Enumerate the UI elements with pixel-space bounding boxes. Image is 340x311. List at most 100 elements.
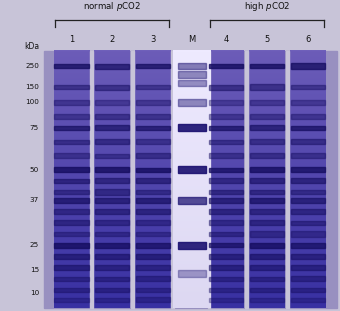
Bar xyxy=(95,114,129,119)
Bar xyxy=(54,220,88,225)
Bar xyxy=(136,190,170,194)
Bar xyxy=(136,179,170,183)
Bar xyxy=(54,288,88,292)
Bar xyxy=(209,140,243,144)
Bar xyxy=(95,178,129,183)
Bar xyxy=(54,153,88,158)
Bar xyxy=(291,114,325,118)
Bar xyxy=(54,140,88,144)
Bar xyxy=(250,153,284,158)
Bar xyxy=(54,243,88,248)
Bar xyxy=(250,139,284,144)
Bar xyxy=(136,198,170,203)
Bar xyxy=(136,288,170,292)
Bar xyxy=(291,288,325,292)
Bar xyxy=(136,243,170,248)
Bar xyxy=(250,64,284,68)
Bar xyxy=(209,153,243,158)
Bar xyxy=(209,243,243,248)
Bar xyxy=(250,254,284,258)
Bar xyxy=(178,242,206,248)
Bar xyxy=(136,139,170,144)
Bar xyxy=(291,85,325,89)
Bar xyxy=(95,154,129,158)
Bar xyxy=(136,114,170,119)
Bar xyxy=(250,276,284,281)
Bar xyxy=(95,243,129,248)
Bar xyxy=(209,209,243,214)
Bar xyxy=(136,276,170,281)
Bar xyxy=(291,209,325,214)
Bar xyxy=(291,198,325,203)
Bar xyxy=(291,220,325,225)
Bar xyxy=(95,167,129,172)
Bar xyxy=(95,189,129,195)
Bar xyxy=(131,51,134,308)
Text: 100: 100 xyxy=(25,100,39,105)
Bar xyxy=(136,232,170,236)
Bar xyxy=(291,126,325,130)
Bar xyxy=(209,298,243,302)
Bar xyxy=(95,85,129,90)
Bar xyxy=(136,209,170,214)
Bar xyxy=(209,85,243,90)
Text: kDa: kDa xyxy=(24,42,39,51)
Bar xyxy=(95,277,129,281)
Bar xyxy=(291,265,325,270)
Bar xyxy=(250,209,284,214)
Bar xyxy=(209,179,243,183)
Bar xyxy=(291,190,325,194)
Bar xyxy=(136,297,170,302)
Text: 250: 250 xyxy=(25,63,39,69)
Bar xyxy=(54,85,88,89)
Bar xyxy=(209,288,243,292)
Bar xyxy=(209,232,243,236)
Bar xyxy=(136,220,170,225)
Text: 1: 1 xyxy=(69,35,74,44)
Text: 3: 3 xyxy=(150,35,156,44)
Bar xyxy=(250,243,284,248)
Bar xyxy=(291,178,325,183)
Bar xyxy=(245,51,248,308)
Bar xyxy=(95,288,129,292)
Bar xyxy=(54,254,88,259)
Bar xyxy=(95,198,129,203)
Bar xyxy=(291,167,325,172)
Bar xyxy=(54,114,88,118)
Bar xyxy=(136,85,170,89)
Bar xyxy=(209,114,243,119)
Text: 6: 6 xyxy=(305,35,310,44)
Bar xyxy=(95,254,129,259)
Bar xyxy=(291,276,325,281)
Bar xyxy=(95,298,129,302)
Bar xyxy=(54,179,88,183)
Bar xyxy=(291,100,325,105)
Text: 150: 150 xyxy=(25,84,39,90)
Text: 50: 50 xyxy=(30,167,39,173)
Bar xyxy=(209,64,243,68)
Bar xyxy=(171,51,174,308)
Bar xyxy=(208,51,210,308)
Bar xyxy=(95,139,129,144)
Bar xyxy=(291,298,325,302)
Bar xyxy=(209,126,243,130)
Bar xyxy=(250,198,284,203)
Bar xyxy=(250,114,284,119)
Bar xyxy=(95,209,129,214)
Text: 10: 10 xyxy=(30,290,39,296)
Bar xyxy=(250,298,284,302)
Bar xyxy=(54,298,88,302)
Bar xyxy=(54,276,88,281)
Bar xyxy=(250,220,284,225)
Bar xyxy=(136,100,170,105)
Bar xyxy=(209,220,243,225)
Bar xyxy=(178,63,206,69)
Bar xyxy=(178,99,206,106)
Bar xyxy=(54,209,88,214)
Bar xyxy=(54,190,88,194)
Bar xyxy=(250,265,284,270)
Bar xyxy=(286,51,289,308)
Text: normal $p$CO2: normal $p$CO2 xyxy=(83,0,141,13)
Text: M: M xyxy=(188,35,196,44)
Bar xyxy=(291,63,325,69)
